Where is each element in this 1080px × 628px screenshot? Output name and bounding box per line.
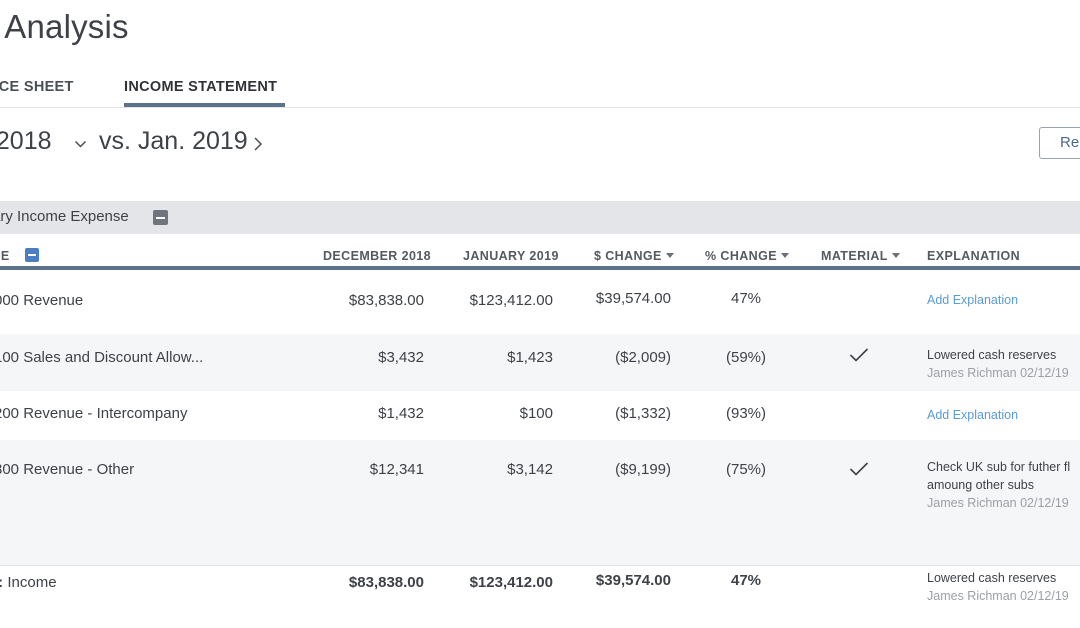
total-december-value: $83,838.00 [348,574,424,591]
column-header-dollar-change[interactable]: $ CHANGE [594,249,674,263]
group-header-bar [0,201,1080,234]
add-explanation-link[interactable]: Add Explanation [927,293,1019,307]
row-december-value: $83,838.00 [348,292,424,309]
column-header-percent-change[interactable]: % CHANGE [705,249,789,263]
minus-icon [156,216,165,219]
row-account-name: 100 Sales and Discount Allow... [0,349,204,366]
total-label: l: Income [0,574,57,591]
total-explanation-author: James Richman 02/12/19 [927,589,1069,603]
explanation-author: James Richman 02/12/19 [927,366,1069,380]
row-december-value: $1,432 [378,405,424,422]
row-dollar-change: ($2,009) [615,349,671,366]
total-january-value: $123,412.00 [469,574,553,591]
explanation-author: James Richman 02/12/19 [927,496,1069,510]
row-december-value: $12,341 [369,461,424,478]
table-row [0,334,1080,391]
column-header-explanation: EXPLANATION [927,249,1021,263]
add-explanation-link[interactable]: Add Explanation [927,408,1019,422]
tabs-divider [0,107,1080,108]
page-title: x Analysis [0,8,129,45]
period-from-selector[interactable]: . 2018 [0,127,52,155]
total-divider [0,565,1080,566]
row-account-name: 300 Revenue - Other [0,461,135,478]
total-dollar-change: $39,574.00 [595,572,671,589]
sort-down-icon [891,253,900,258]
column-header-dollar-change-label: $ CHANGE [594,249,662,263]
explanation-text-line-1: Check UK sub for futher fl [927,460,1071,474]
column-header-december: DECEMBER 2018 [323,249,432,263]
minus-icon [28,254,36,256]
row-january-value: $1,423 [507,349,553,366]
chevron-down-icon[interactable] [74,140,87,149]
explanation-text-line-2: amoung other subs [927,478,1035,492]
total-percent-change: 47% [730,572,762,589]
row-account-name: 200 Revenue - Intercompany [0,405,188,422]
group-label: ary Income Expense [0,208,129,225]
row-dollar-change: ($9,199) [615,461,671,478]
tab-balance-sheet[interactable]: NCE SHEET [0,79,74,95]
sort-down-icon [665,253,674,258]
column-header-percent-change-label: % CHANGE [705,249,777,263]
collapse-name-column-icon[interactable] [25,248,39,262]
row-percent-change: (93%) [725,405,766,422]
row-december-value: $3,432 [378,349,424,366]
collapse-group-icon[interactable] [153,210,168,225]
active-tab-indicator [124,103,285,107]
material-checkmark-icon[interactable] [849,347,869,363]
explanation-text: Lowered cash reserves [927,348,1057,362]
period-to-label[interactable]: vs. Jan. 2019 [99,127,248,155]
column-header-material-label: MATERIAL [821,249,888,263]
row-january-value: $123,412.00 [469,292,553,309]
column-header-name: ME [0,249,10,263]
total-label-text: Income [7,574,57,591]
sort-down-icon [780,253,789,258]
row-dollar-change: $39,574.00 [595,290,671,307]
total-explanation-text: Lowered cash reserves [927,571,1057,585]
chevron-right-icon[interactable] [253,136,263,152]
tab-income-statement[interactable]: INCOME STATEMENT [124,79,278,95]
row-percent-change: (59%) [725,349,766,366]
table-row [0,440,1080,565]
total-prefix: l: [0,574,3,591]
material-checkmark-icon[interactable] [849,461,869,477]
row-january-value: $3,142 [507,461,553,478]
row-dollar-change: ($1,332) [615,405,671,422]
report-button[interactable]: Re [1039,127,1080,159]
row-account-name: 000 Revenue [0,292,84,309]
column-header-material[interactable]: MATERIAL [821,249,900,263]
row-january-value: $100 [519,405,553,422]
row-percent-change: 47% [730,290,762,307]
header-rule [0,266,1080,270]
row-percent-change: (75%) [725,461,766,478]
column-header-january: JANUARY 2019 [463,249,559,263]
